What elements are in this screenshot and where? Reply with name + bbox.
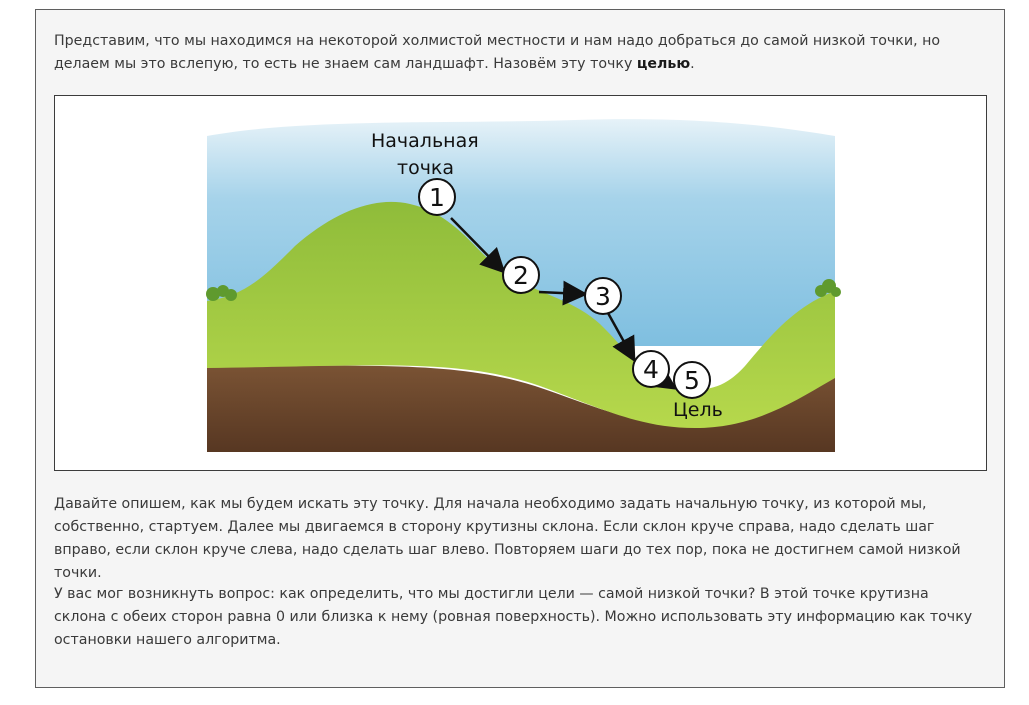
- stop-criterion-paragraph: У вас мог возникнуть вопрос: как определ…: [54, 586, 973, 648]
- soil-layer: [207, 365, 835, 452]
- step-arrows: [450, 217, 678, 390]
- step-marker-2: 2: [502, 256, 540, 294]
- step-number-3: 3: [595, 282, 611, 311]
- goal-label: Цель: [673, 399, 723, 421]
- bush-left-icon: [206, 285, 237, 301]
- step-marker-3: 3: [584, 277, 622, 315]
- step-number-5: 5: [684, 366, 700, 395]
- intro-paragraph: Представим, что мы находимся на некоторо…: [54, 30, 979, 76]
- arrow-1-2: [450, 217, 506, 274]
- article-card: Представим, что мы находимся на некоторо…: [35, 9, 1005, 688]
- arrow-2-3: [538, 280, 588, 306]
- step-marker-4: 4: [632, 350, 670, 388]
- grass-hills: [207, 201, 835, 428]
- step-marker-1: 1: [418, 178, 456, 216]
- step-number-1: 1: [429, 183, 445, 212]
- algorithm-paragraph: Давайте опишем, как мы будем искать эту …: [54, 496, 961, 581]
- bush-right-icon: [815, 279, 841, 297]
- gradient-descent-illustration: Начальная точка Цель 1 2 3: [54, 95, 987, 471]
- start-point-label-line1: Начальная: [371, 130, 479, 152]
- step-number-2: 2: [513, 261, 529, 290]
- intro-end: .: [690, 56, 695, 72]
- step-number-4: 4: [643, 355, 659, 384]
- arrow-4-5: [649, 365, 678, 390]
- arrow-3-4: [606, 312, 636, 363]
- start-point-label-line2: точка: [397, 157, 454, 179]
- intro-text: Представим, что мы находимся на некоторо…: [54, 33, 941, 72]
- goal-term: целью: [636, 56, 691, 72]
- landscape-drawing: Начальная точка Цель 1 2 3: [206, 119, 841, 452]
- step-marker-5: 5: [673, 361, 711, 399]
